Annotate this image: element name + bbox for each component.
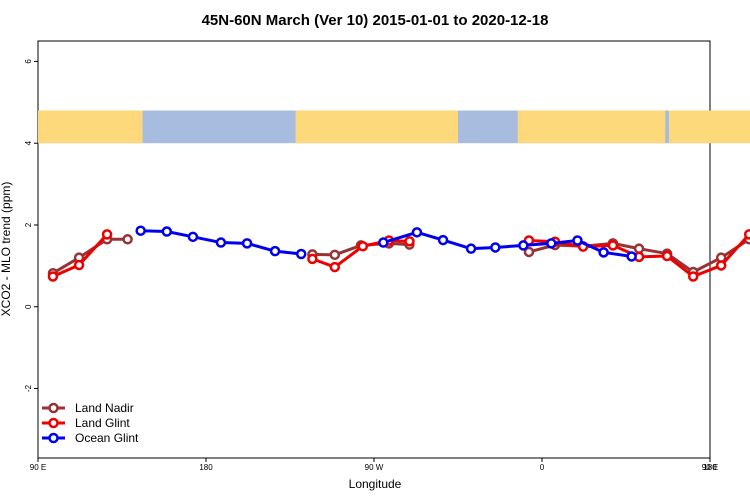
map-band (38, 110, 750, 144)
map-land-2 (517, 110, 666, 144)
series-layer (47, 225, 750, 282)
data-point (598, 247, 609, 258)
data-point (101, 229, 113, 240)
data-point (661, 250, 673, 262)
data-point (187, 231, 199, 243)
legend-label: Land Glint (75, 416, 130, 430)
data-point (633, 243, 645, 254)
data-point (378, 237, 389, 248)
legend-marker (48, 402, 59, 414)
data-point (607, 240, 619, 251)
map-land-3 (668, 110, 750, 144)
data-point (437, 234, 449, 246)
plot-frame (37, 40, 711, 459)
data-point (404, 236, 415, 247)
y-axis-label: XCO2 - MLO trend (ppm) (0, 182, 13, 317)
data-point (73, 259, 85, 271)
data-point (546, 238, 557, 249)
y-tick-label: 0 (24, 304, 33, 309)
data-point (518, 240, 529, 251)
data-point (743, 229, 750, 240)
data-point (490, 242, 501, 253)
y-tick-label: 4 (24, 140, 33, 145)
data-point (687, 271, 699, 282)
map-land-0 (38, 110, 143, 144)
legend-label: Ocean Glint (75, 431, 139, 445)
series-ocean-glint (135, 225, 637, 262)
series-line (382, 230, 632, 258)
x-tick-label: 90 W (365, 463, 384, 472)
data-point (465, 243, 477, 254)
x-axis-label: Longitude (349, 477, 402, 491)
y-axis: -2 0 2 4 6 (24, 59, 38, 392)
data-point (411, 227, 423, 238)
legend-marker (48, 432, 59, 444)
map-land-1 (295, 110, 458, 144)
x-tick-label: 90 E (702, 463, 718, 472)
data-point (269, 245, 281, 257)
data-point (295, 248, 307, 260)
data-point (135, 225, 146, 236)
data-point (329, 261, 341, 273)
x-tick-label: 90 E (30, 463, 46, 472)
y-tick-label: 2 (24, 222, 33, 227)
x-tick-label: 180 (703, 463, 717, 472)
legend-label: Land Nadir (75, 401, 134, 415)
legend-marker (48, 417, 59, 429)
data-point (215, 237, 227, 248)
x-tick-label: 180 (199, 463, 213, 472)
data-point (523, 246, 535, 258)
series-line (52, 237, 128, 275)
y-tick-label: -2 (24, 384, 33, 392)
data-point (307, 253, 318, 265)
data-point (329, 249, 341, 261)
x-tick-label: 0 (540, 463, 545, 472)
data-point (572, 235, 583, 246)
y-tick-label: 6 (24, 59, 33, 64)
data-point (715, 260, 727, 271)
data-point (161, 226, 173, 237)
data-point (47, 271, 59, 282)
data-point (122, 234, 133, 245)
chart-title: 45N-60N March (Ver 10) 2015-01-01 to 202… (202, 12, 549, 29)
data-point (626, 251, 637, 262)
data-point (357, 240, 369, 252)
data-point (241, 238, 253, 249)
